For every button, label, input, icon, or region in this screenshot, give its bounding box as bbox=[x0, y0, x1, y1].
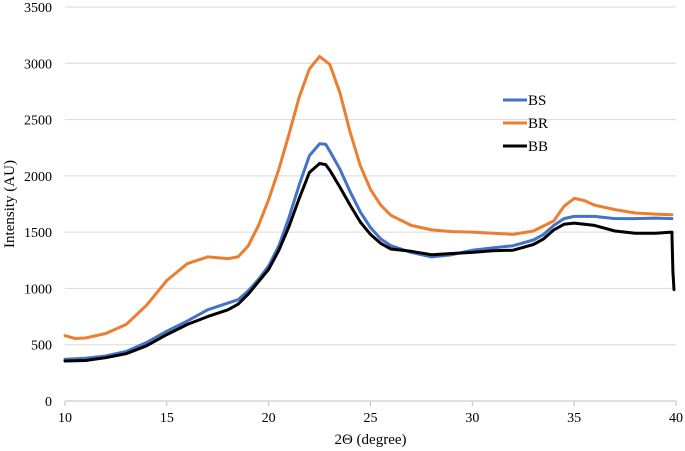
x-tick-label: 40 bbox=[669, 411, 683, 426]
data-series bbox=[63, 55, 676, 363]
y-axis-title: Intensity (AU) bbox=[2, 160, 18, 248]
legend: BS BR BB bbox=[503, 93, 548, 155]
y-tick-label: 1000 bbox=[24, 282, 52, 297]
axes bbox=[64, 400, 677, 406]
legend-label-bb: BB bbox=[528, 139, 548, 155]
y-tick-label: 2000 bbox=[24, 170, 52, 185]
x-axis-title: 2Θ (degree) bbox=[334, 432, 406, 448]
tick-labels: 0 500 1000 1500 2000 2500 3000 3500 10 15 20 25 30 35… bbox=[24, 1, 683, 426]
x-tick-label: 25 bbox=[364, 411, 378, 426]
x-tick-label: 10 bbox=[58, 411, 72, 426]
x-tick-label: 20 bbox=[262, 411, 276, 426]
legend-label-br: BR bbox=[528, 116, 548, 132]
y-tick-label: 3500 bbox=[24, 1, 52, 16]
x-tick-label: 15 bbox=[160, 411, 174, 426]
x-tick-label: 35 bbox=[567, 411, 581, 426]
y-tick-label: 1500 bbox=[24, 226, 52, 241]
series-line-br bbox=[63, 55, 674, 340]
series-line-bs bbox=[63, 142, 674, 361]
y-tick-label: 2500 bbox=[24, 114, 52, 129]
legend-label-bs: BS bbox=[528, 93, 546, 109]
x-tick-label: 30 bbox=[465, 411, 479, 426]
series-line-bb bbox=[63, 162, 676, 363]
y-tick-label: 3000 bbox=[24, 57, 52, 72]
y-tick-label: 500 bbox=[31, 339, 52, 354]
y-tick-label: 0 bbox=[45, 395, 52, 410]
